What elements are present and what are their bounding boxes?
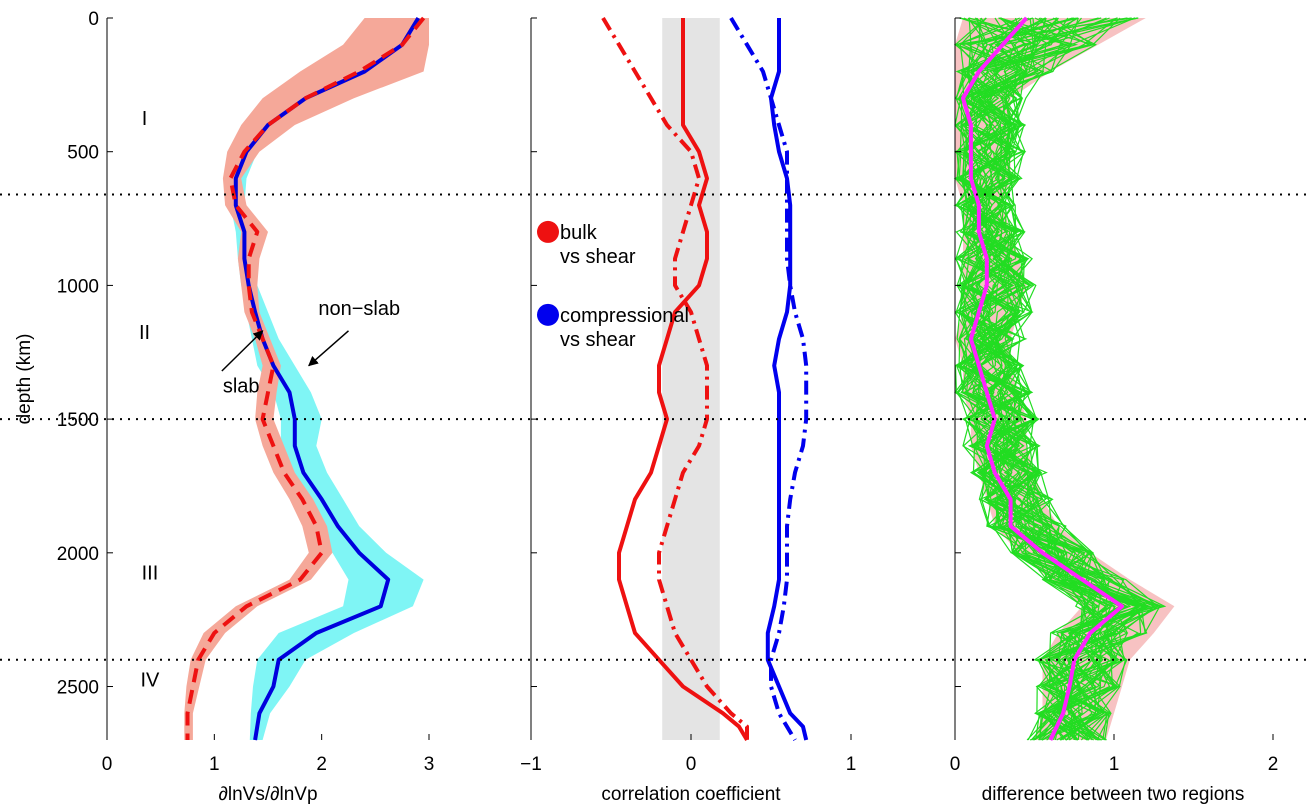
series-line-0	[617, 18, 749, 742]
x-tick-label: 0	[950, 754, 961, 775]
ensemble-line	[955, 17, 1150, 741]
ensemble-line	[958, 17, 1122, 741]
series-line-1	[185, 16, 426, 740]
ensemble-line	[955, 17, 1128, 741]
region-label: III	[142, 563, 159, 585]
x-tick-label: 1	[1109, 754, 1120, 775]
annotation-arrow	[308, 330, 349, 367]
ensemble-line	[954, 17, 1163, 741]
series-line-0	[961, 16, 1124, 741]
y-axis-label: depth (km)	[14, 334, 35, 425]
ensemble-line	[966, 17, 1113, 741]
x-axis-label: difference between two regions	[982, 784, 1245, 805]
annotation-arrow	[221, 330, 264, 372]
x-tick-label: 2	[316, 754, 327, 775]
region-label: II	[139, 322, 150, 344]
region-label: IV	[140, 670, 160, 692]
ensemble-line	[954, 17, 1148, 741]
region-label: I	[142, 108, 148, 130]
legend-label: bulk	[560, 222, 598, 244]
y-tick-label: 1500	[57, 410, 99, 431]
ensemble-line	[962, 17, 1118, 741]
x-tick-label: 1	[846, 754, 857, 775]
legend-label: compressional	[560, 305, 689, 327]
x-tick-label: 2	[1268, 754, 1279, 775]
x-tick-label: −1	[520, 754, 542, 775]
x-tick-label: 0	[686, 754, 697, 775]
legend-marker	[537, 220, 559, 243]
legend-label: vs shear	[560, 246, 636, 268]
x-axis-label: ∂lnVs/∂lnVp	[218, 784, 317, 805]
legend-label: vs shear	[560, 329, 636, 351]
annotation-label: slab	[223, 375, 260, 397]
uncertainty-band-0	[230, 18, 429, 740]
annotation-label: non−slab	[318, 298, 400, 320]
x-tick-label: 1	[209, 754, 220, 775]
x-tick-label: 0	[102, 754, 113, 775]
x-axis-label: correlation coefficient	[601, 784, 781, 805]
y-tick-label: 500	[67, 143, 99, 164]
y-tick-label: 2000	[57, 544, 99, 565]
ensemble-line	[963, 17, 1117, 741]
ensemble-line	[960, 17, 1128, 741]
series-line-2	[765, 18, 809, 741]
panel-difference: 0 1 2 difference between two regions	[950, 16, 1279, 805]
y-tick-label: 2500	[57, 678, 99, 699]
series-line-1	[601, 16, 749, 740]
x-tick-label: 3	[424, 754, 435, 775]
y-tick-label: 0	[88, 9, 99, 30]
legend-marker	[537, 303, 559, 326]
y-tick-label: 1000	[57, 276, 99, 297]
ensemble-line	[958, 17, 1106, 741]
